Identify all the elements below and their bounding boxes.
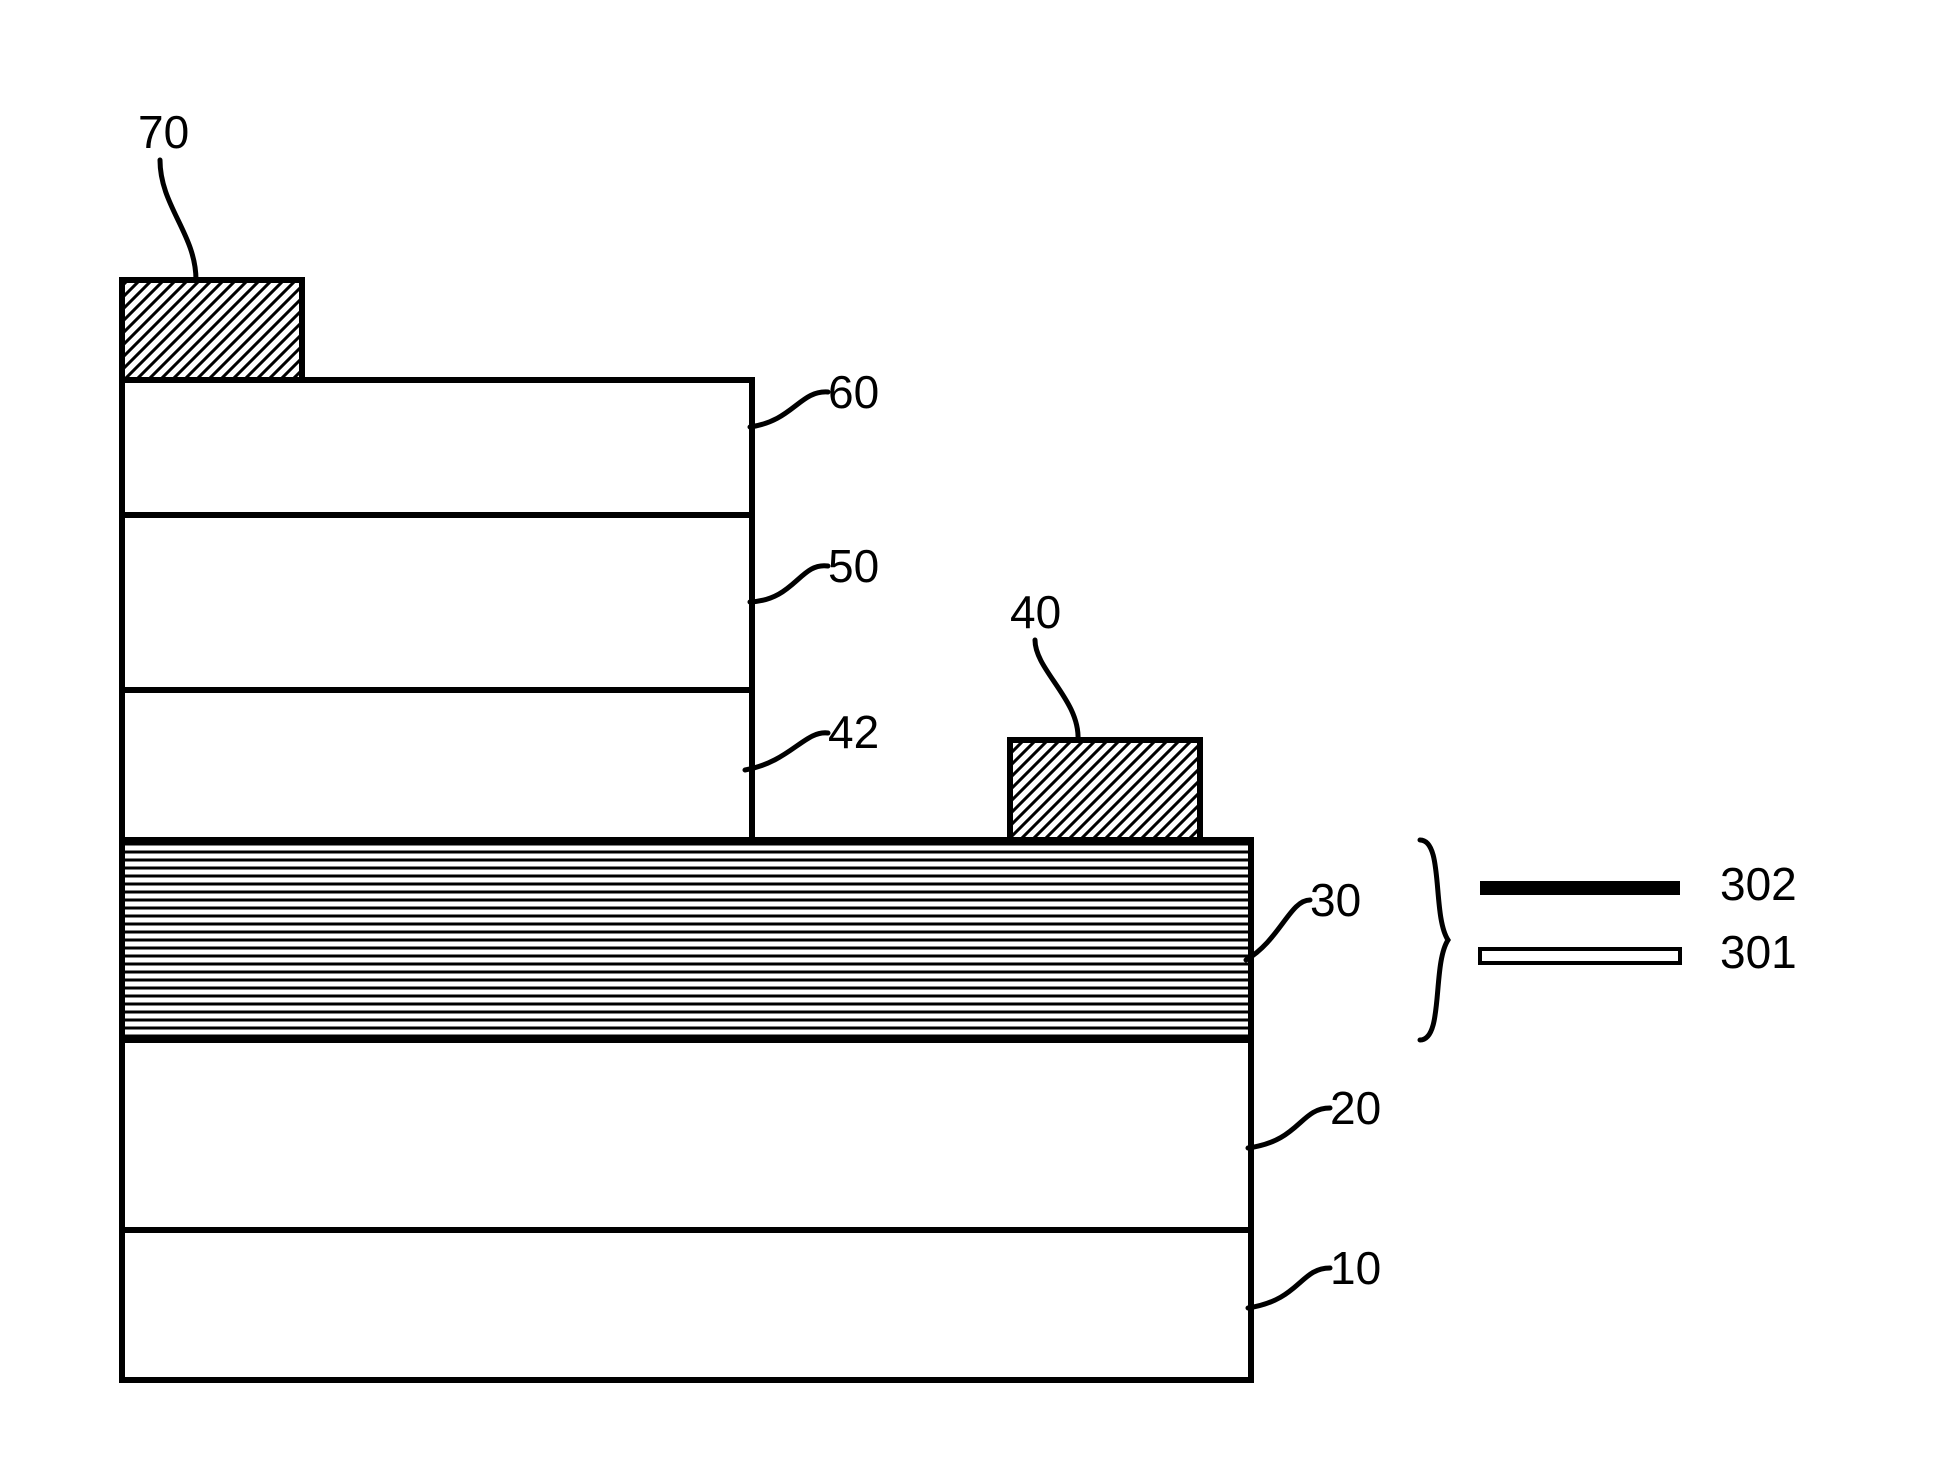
layer-42-label: 42 <box>828 706 879 758</box>
layer-42 <box>122 690 752 840</box>
layer-50-label: 50 <box>828 540 879 592</box>
legend-301-swatch <box>1480 949 1680 963</box>
block-40-leader <box>1035 640 1078 740</box>
layer-20 <box>122 1040 1251 1230</box>
legend-brace <box>1420 840 1448 1040</box>
block-70-leader <box>160 160 196 280</box>
layer-42-leader <box>745 733 828 770</box>
layer-50 <box>122 515 752 690</box>
layer-10-label: 10 <box>1330 1242 1381 1294</box>
layer-30 <box>122 840 1251 1040</box>
block-40 <box>1010 740 1200 840</box>
layer-60-leader <box>750 392 828 427</box>
layer-30-label: 30 <box>1310 874 1361 926</box>
diagram-canvas: 10 20 30 42 50 60 40 70 302 301 <box>0 0 1934 1461</box>
layer-10-leader <box>1248 1268 1330 1308</box>
layer-30-leader <box>1246 900 1310 960</box>
layer-20-label: 20 <box>1330 1082 1381 1134</box>
layer-60 <box>122 380 752 515</box>
layer-20-leader <box>1248 1108 1330 1148</box>
layer-50-leader <box>750 566 828 602</box>
legend-302-label: 302 <box>1720 858 1797 910</box>
block-70-label: 70 <box>138 106 189 158</box>
legend-301-label: 301 <box>1720 926 1797 978</box>
layer-60-label: 60 <box>828 366 879 418</box>
block-40-label: 40 <box>1010 586 1061 638</box>
layer-10 <box>122 1230 1251 1380</box>
block-70 <box>122 280 302 380</box>
